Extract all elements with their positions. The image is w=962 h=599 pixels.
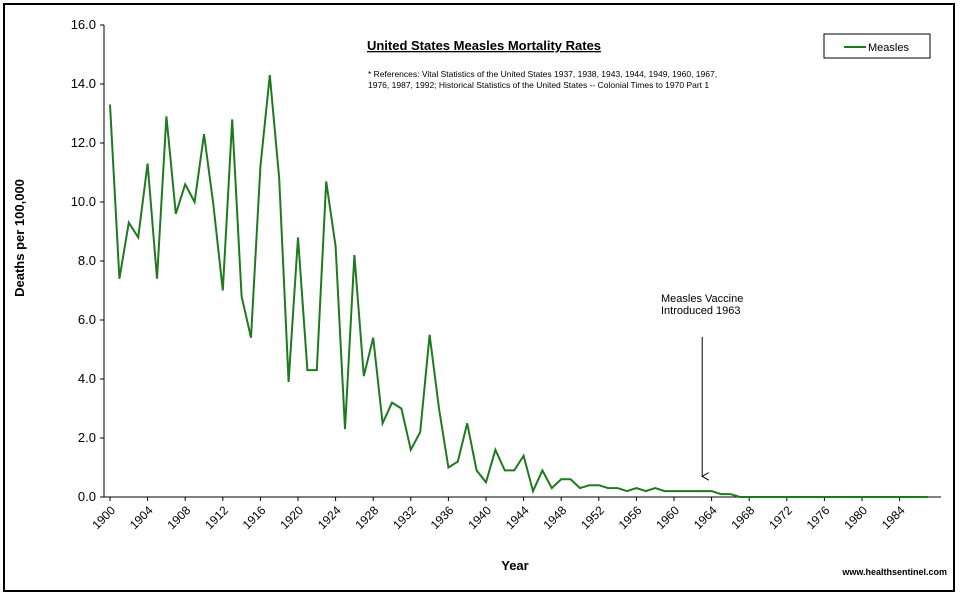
- x-tick-label: 1900: [89, 503, 118, 532]
- series-line-measles: [109, 74, 928, 498]
- x-tick-label: 1908: [165, 503, 194, 532]
- x-tick-label: 1932: [390, 503, 419, 532]
- source-website: www.healthsentinel.com: [841, 567, 947, 577]
- legend-label-measles: Measles: [868, 42, 909, 54]
- y-tick-label: 10.0: [71, 194, 96, 209]
- y-axis-label: Deaths per 100,000: [12, 179, 27, 297]
- x-tick-label: 1944: [503, 503, 532, 532]
- vaccine-annotation: Measles Vaccine Introduced 1963: [661, 293, 743, 476]
- series-layer: [109, 74, 928, 498]
- chart-title: United States Measles Mortality Rates: [367, 38, 601, 53]
- x-tick-label: 1976: [804, 503, 833, 532]
- y-tick-label: 16.0: [71, 17, 96, 32]
- x-tick-label: 1924: [315, 503, 344, 532]
- x-tick-label: 1940: [465, 503, 494, 532]
- y-tick-label: 4.0: [78, 371, 96, 386]
- y-tick-label: 2.0: [78, 430, 96, 445]
- x-tick-label: 1936: [428, 503, 457, 532]
- x-tick-label: 1916: [240, 503, 269, 532]
- x-tick-label: 1952: [578, 503, 607, 532]
- x-tick-label: 1972: [766, 503, 795, 532]
- legend-box: [823, 33, 931, 59]
- x-tick-label: 1912: [202, 503, 231, 532]
- y-tick-label: 8.0: [78, 253, 96, 268]
- x-tick-label: 1904: [127, 503, 156, 532]
- y-tick-label: 14.0: [71, 76, 96, 91]
- references-line-1: * References: Vital Statistics of the Un…: [368, 69, 717, 79]
- x-axis-label: Year: [501, 558, 528, 573]
- legend: Measles: [823, 33, 931, 59]
- x-tick-label: 1928: [353, 503, 382, 532]
- y-ticks: 0.0 2.0 4.0 6.0 8.0 10.0 12.0 14.0 16.0: [71, 17, 104, 504]
- x-tick-label: 1960: [653, 503, 682, 532]
- x-tick-label: 1980: [841, 503, 870, 532]
- x-ticks: 1900 1904 1908 1912 1916 1920 1924 1928 1932 1936…: [89, 497, 908, 532]
- y-tick-label: 0.0: [78, 489, 96, 504]
- x-tick-label: 1920: [277, 503, 306, 532]
- annotation-line-2: Introduced 1963: [661, 305, 741, 317]
- references-line-2: 1976, 1987, 1992; Historical Statistics …: [368, 80, 709, 90]
- x-tick-label: 1984: [879, 503, 908, 532]
- y-tick-label: 12.0: [71, 135, 96, 150]
- annotation-line-1: Measles Vaccine: [661, 293, 743, 305]
- y-tick-label: 6.0: [78, 312, 96, 327]
- x-tick-label: 1948: [541, 503, 570, 532]
- x-tick-label: 1968: [729, 503, 758, 532]
- x-tick-label: 1964: [691, 503, 720, 532]
- axes: [103, 25, 941, 498]
- x-tick-label: 1956: [616, 503, 645, 532]
- chart-frame: [3, 3, 955, 592]
